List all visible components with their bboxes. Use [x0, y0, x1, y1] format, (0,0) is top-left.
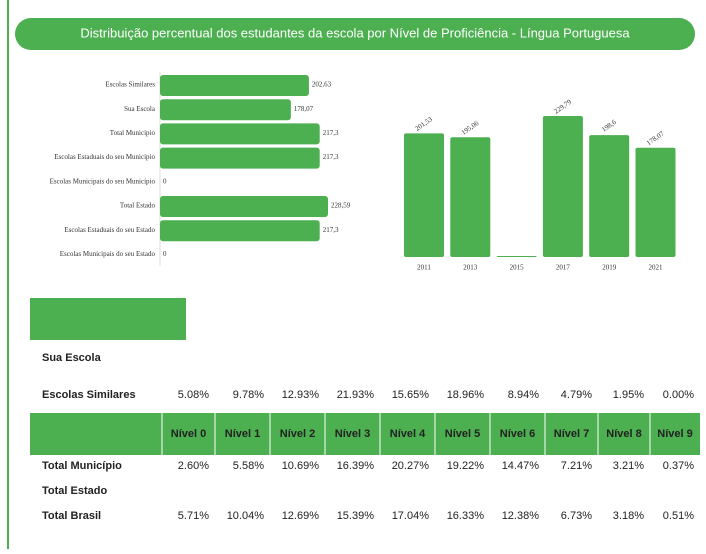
value-label: 228,59 — [331, 202, 351, 210]
value-label: 202,63 — [312, 81, 332, 89]
y-tick-label: Escolas Municipais do seu Estado — [60, 250, 156, 258]
cell: 4.79% — [561, 389, 592, 401]
y-tick-label: Escolas Estaduais do seu Município — [54, 153, 155, 161]
cell: 18.96% — [447, 389, 485, 401]
column-header: Nível 9 — [657, 428, 692, 440]
y-tick-label: Escolas Similares — [105, 81, 155, 89]
cell: 8.94% — [508, 389, 539, 401]
cell: 0.37% — [663, 460, 694, 472]
column-header: Nível 7 — [554, 428, 589, 440]
column-header: Nível 3 — [335, 428, 370, 440]
title-bar — [15, 18, 695, 50]
x-tick-label: 2017 — [556, 264, 571, 272]
bar — [160, 196, 328, 217]
x-tick-label: 2019 — [602, 264, 617, 272]
cell: 21.93% — [337, 389, 375, 401]
value-label: 178,07 — [294, 105, 314, 113]
y-tick-label: Escolas Estaduais do seu Estado — [64, 226, 155, 234]
cell: 12.69% — [282, 510, 320, 522]
cell: 5.08% — [178, 389, 209, 401]
column-header: Nível 2 — [280, 428, 315, 440]
cell: 19.22% — [447, 460, 485, 472]
bar — [160, 123, 320, 145]
cell: 12.93% — [282, 389, 320, 401]
bar — [160, 147, 320, 169]
cell: 5.71% — [178, 510, 209, 522]
y-tick-label: Total Estado — [120, 202, 156, 210]
bar — [160, 99, 291, 121]
y-tick-label: Total Município — [110, 129, 156, 137]
bar — [542, 116, 583, 257]
cell: 1.95% — [613, 389, 644, 401]
column-header: Nível 1 — [225, 428, 260, 440]
x-tick-label: 2021 — [649, 264, 664, 272]
value-label: 229,79 — [552, 98, 573, 116]
value-label: 198,6 — [600, 118, 618, 134]
cell: 20.27% — [392, 460, 430, 472]
cell: 7.21% — [561, 460, 592, 472]
cell: 15.39% — [337, 510, 375, 522]
cell: 10.69% — [282, 460, 320, 472]
cell: 0.00% — [663, 389, 694, 401]
value-label: 217,3 — [323, 129, 339, 137]
y-tick-label: Sua Escola — [124, 105, 156, 113]
bar — [404, 133, 444, 257]
cell: 12.38% — [502, 510, 540, 522]
cell: 0.51% — [663, 510, 694, 522]
cell: 15.65% — [392, 389, 430, 401]
value-label: 217,3 — [323, 226, 339, 234]
value-label: 195,06 — [460, 119, 481, 137]
cell: 5.58% — [233, 460, 264, 472]
column-header: Nível 5 — [445, 428, 480, 440]
bar — [160, 75, 309, 96]
x-tick-label: 2015 — [510, 264, 525, 272]
x-tick-label: 2011 — [417, 264, 431, 272]
cell: 14.47% — [502, 460, 540, 472]
cell: 3.18% — [613, 510, 644, 522]
y-tick-label: Escolas Municipais do seu Município — [50, 177, 156, 185]
value-label: 217,3 — [323, 153, 339, 161]
column-header: Nível 4 — [390, 428, 426, 440]
x-tick-label: 2013 — [463, 264, 478, 272]
value-label: 0 — [163, 177, 167, 185]
row-label: Escolas Similares — [42, 389, 136, 401]
value-label: 178,07 — [645, 129, 666, 147]
cell: 16.33% — [447, 510, 485, 522]
row-label: Total Estado — [42, 485, 107, 497]
title: Distribuição percentual dos estudantes d… — [80, 25, 630, 40]
bar — [589, 135, 630, 257]
row-label: Sua Escola — [42, 352, 102, 364]
column-header: Nível 6 — [500, 428, 535, 440]
cell: 2.60% — [178, 460, 209, 472]
column-header: Nível 0 — [171, 428, 206, 440]
cell: 16.39% — [337, 460, 375, 472]
row-label: Total Município — [42, 460, 122, 472]
cell: 6.73% — [561, 510, 592, 522]
bar — [160, 220, 320, 242]
table-header — [30, 413, 700, 455]
cell: 3.21% — [613, 460, 644, 472]
row-label: Total Brasil — [42, 510, 101, 522]
value-label: 0 — [163, 250, 167, 258]
cell: 10.04% — [227, 510, 265, 522]
table-tab — [30, 298, 186, 340]
bar — [635, 147, 676, 257]
bar — [496, 256, 537, 257]
cell: 17.04% — [392, 510, 430, 522]
column-header: Nível 8 — [606, 428, 641, 440]
value-label: 201,53 — [414, 115, 435, 133]
cell: 9.78% — [233, 389, 264, 401]
bar — [450, 137, 491, 257]
